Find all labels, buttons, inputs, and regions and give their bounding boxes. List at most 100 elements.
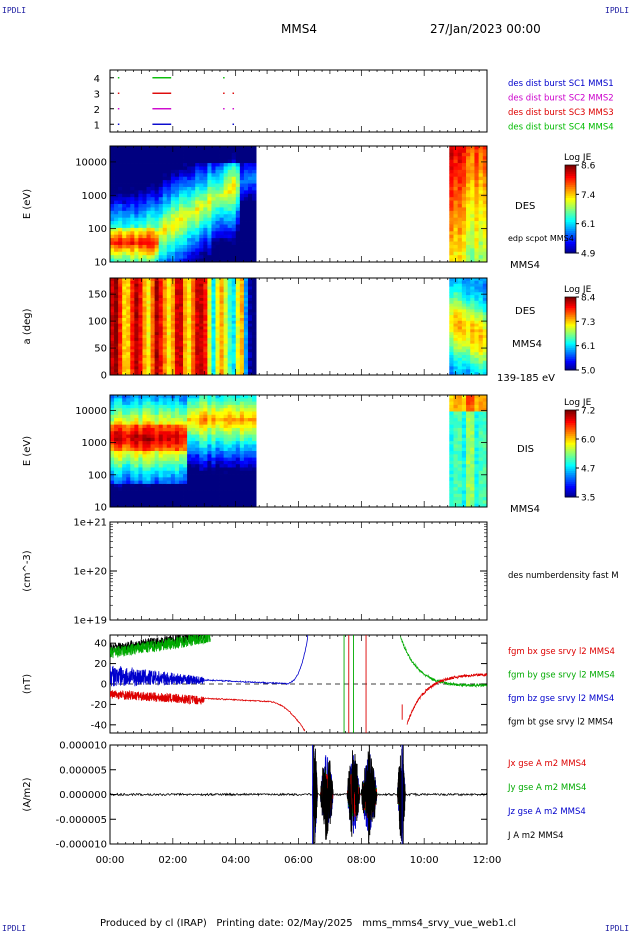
dis-energy-corner-label: MMS4 (510, 504, 540, 515)
burst-mark-1-3 (223, 108, 225, 110)
burst-mark-3-0 (117, 77, 120, 79)
des-energy-colorbar-tick-2: 6.1 (581, 220, 595, 230)
burst-mark-2-0 (117, 92, 120, 94)
des-pitch-ytick-0: 0 (101, 371, 107, 382)
x-tick-label-1: 02:00 (158, 855, 187, 866)
des-energy-corner-label: MMS4 (510, 260, 540, 271)
current-burst-2-3 (346, 750, 361, 837)
des-energy-ytick-0: 10 (94, 258, 107, 269)
fgm-ytick-0: -40 (91, 720, 107, 731)
fgm-bx-trace-c (406, 672, 487, 725)
burst-panel-frame (109, 69, 488, 133)
current-burst-3-3 (360, 745, 378, 844)
burst-mark-0-1 (152, 123, 171, 125)
burst-mark-1-2 (169, 108, 172, 110)
fgm-ytick-4: 40 (94, 639, 107, 650)
footer-printing-date: Printing date: 02/May/2025 (216, 918, 353, 929)
current-ytick-0: -0.000010 (56, 840, 107, 851)
corner-tag-bottom-right: IPDLI (605, 924, 630, 933)
burst-legend-3: des dist burst SC4 MMS4 (508, 123, 614, 133)
des-pitch-colorbar-tick-0: 8.4 (581, 294, 596, 304)
des-pitch-ytick-2: 100 (88, 317, 107, 328)
current-legend-2: Jz gse A m2 MMS4 (507, 807, 586, 817)
current-ylabel: (A/m2) (22, 777, 33, 811)
burst-mark-2-1 (152, 92, 171, 94)
x-tick-label-4: 08:00 (347, 855, 376, 866)
des-pitch-label: DES (515, 306, 535, 317)
dis-energy-colorbar-tick-2: 4.7 (581, 465, 595, 475)
x-tick-label-2: 04:00 (221, 855, 250, 866)
burst-mark-1-4 (232, 108, 235, 110)
burst-ytick-0: 1 (94, 120, 100, 131)
current-baseline-trace (110, 792, 487, 797)
fgm-ytick-3: 20 (94, 659, 107, 670)
dis-energy-label: DIS (517, 444, 534, 455)
burst-legend-0: des dist burst SC1 MMS1 (508, 79, 614, 89)
density-ylabel: (cm^-3) (22, 550, 33, 591)
des-pitch-ytick-3: 150 (88, 290, 107, 301)
burst-mark-2-4 (232, 92, 235, 94)
des-pitch-colorbar-title: Log JE (564, 285, 592, 295)
burst-ytick-3: 4 (94, 74, 100, 85)
des-pitch-colorbar (564, 296, 579, 371)
burst-mark-3-1 (152, 77, 171, 79)
des-pitch-colorbar-tick-1: 7.3 (581, 318, 595, 328)
fgm-bz-trace-b (203, 635, 309, 685)
current-ytick-2: 0.000000 (59, 790, 107, 801)
des-energy-sublabel: edp scpot MMS4 (508, 234, 574, 243)
burst-ytick-2: 3 (94, 89, 100, 100)
burst-mark-2-3 (223, 92, 225, 94)
des-energy-ytick-1: 100 (88, 224, 107, 235)
dis-energy-colorbar-tick-3: 3.5 (581, 494, 595, 504)
burst-mark-0-3 (232, 123, 235, 125)
des-energy-colorbar-tick-0: 8.6 (581, 162, 596, 172)
des-pitch-sublabel: MMS4 (512, 339, 542, 350)
footer-text: Produced by cl (IRAP) Printing date: 02/… (100, 918, 516, 929)
footer-file: mms_mms4_srvy_vue_web1.cl (362, 918, 517, 929)
current-legend-0: Jx gse A m2 MMS4 (507, 759, 586, 769)
fgm-bx-trace-b (204, 697, 306, 732)
des-pitch-corner-label: 139-185 eV (497, 373, 555, 384)
dis-energy-spectrogram (110, 395, 488, 508)
dis-energy-colorbar-tick-1: 6.0 (581, 436, 596, 446)
spacecraft-title: MMS4 (281, 22, 317, 36)
dis-energy-ytick-1: 100 (88, 470, 107, 481)
fgm-bx-trace-a (110, 689, 205, 705)
density-legend: des numberdensity fast M (508, 571, 619, 581)
fgm-ytick-2: 0 (101, 680, 107, 691)
des-energy-colorbar-tick-1: 7.4 (581, 191, 596, 201)
corner-tag-top-left: IPDLI (2, 6, 27, 15)
des-pitch-colorbar-tick-3: 5.0 (581, 367, 596, 377)
burst-mark-3-3 (223, 77, 225, 79)
current-ytick-4: 0.000010 (59, 741, 107, 752)
des-pitch-ytick-1: 50 (94, 344, 107, 355)
fgm-ytick-1: -20 (91, 700, 107, 711)
x-tick-label-3: 06:00 (284, 855, 313, 866)
density-ytick-2: 1e+21 (73, 518, 107, 529)
density-ytick-1: 1e+20 (73, 567, 107, 578)
x-tick-label-5: 10:00 (410, 855, 439, 866)
des-energy-ylabel: E (eV) (22, 189, 33, 219)
des-energy-colorbar-title: Log JE (564, 153, 592, 163)
des-energy-spectrogram (110, 146, 488, 263)
fgm-bz-trace-a (110, 665, 205, 687)
burst-mark-2-2 (169, 92, 172, 94)
des-pitch-colorbar-tick-2: 6.1 (581, 342, 595, 352)
burst-mark-1-1 (152, 108, 171, 110)
des-energy-ytick-3: 10000 (75, 157, 107, 168)
fgm-by-trace-b (400, 636, 487, 688)
current-ytick-3: 0.000005 (59, 765, 107, 776)
fgm-legend-2: fgm bz gse srvy l2 MMS4 (508, 694, 614, 704)
current-legend-3: J A m2 MMS4 (507, 831, 564, 841)
current-ytick-1: -0.000005 (56, 815, 107, 826)
dis-energy-colorbar-tick-0: 7.2 (581, 407, 595, 417)
footer-produced-by: Produced by cl (IRAP) (100, 918, 207, 929)
fgm-legend-3: fgm bt gse srvy l2 MMS4 (508, 718, 613, 728)
des-pitch-spectrogram (110, 278, 488, 376)
burst-ytick-1: 2 (94, 105, 100, 116)
density-panel-frame (109, 521, 488, 621)
dis-energy-ytick-0: 10 (94, 503, 107, 514)
date-title: 27/Jan/2023 00:00 (430, 22, 541, 36)
des-energy-ytick-2: 1000 (82, 191, 107, 202)
